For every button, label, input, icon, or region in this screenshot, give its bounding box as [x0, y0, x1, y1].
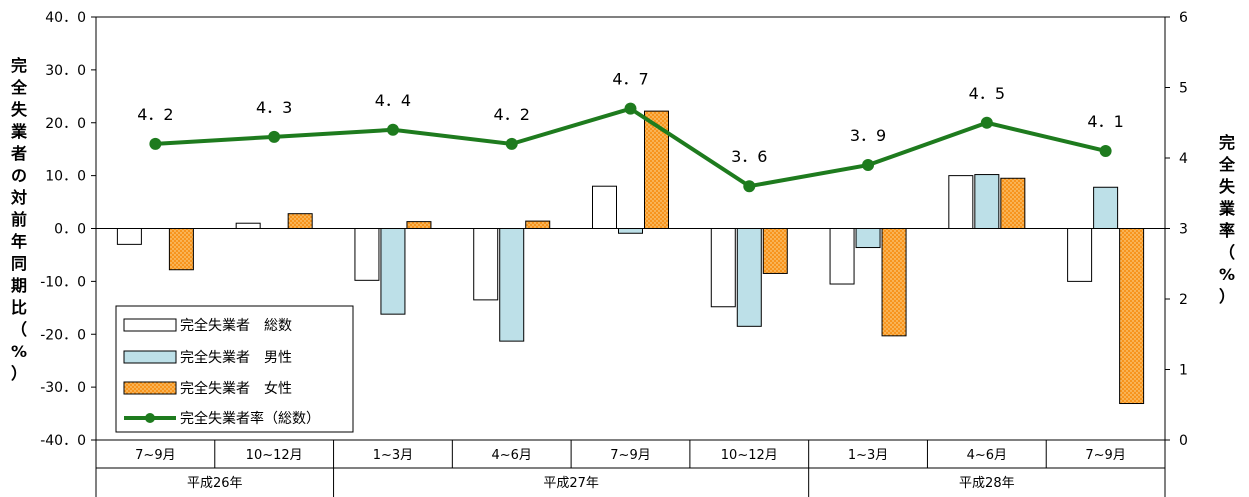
rate-data-label: 4．4 — [375, 91, 411, 110]
y-right-tick-label: 6 — [1179, 10, 1188, 26]
legend-swatch — [123, 318, 177, 332]
bar-total — [354, 228, 380, 281]
bar-female — [525, 220, 551, 230]
rate-data-label: 4．7 — [612, 70, 648, 89]
bar-female — [881, 228, 907, 337]
legend-swatch — [123, 350, 177, 364]
y-left-tick-label: -40．0 — [40, 433, 86, 449]
y-right-tick-label: 0 — [1179, 433, 1188, 449]
y-left-tick-label: 40．0 — [45, 10, 86, 26]
bar-female — [1000, 177, 1026, 230]
rate-point — [268, 130, 281, 143]
bar-total — [592, 185, 617, 229]
bar-total — [710, 228, 736, 308]
x-tick-label: 1~3月 — [373, 448, 413, 463]
bar-male — [736, 228, 762, 327]
y-left-tick-label: 0．0 — [54, 222, 86, 238]
bar-total — [948, 175, 974, 229]
rate-point — [149, 137, 162, 150]
x-tick-label: 7~9月 — [1085, 448, 1125, 463]
x-tick-label: 7~9月 — [610, 448, 650, 463]
rate-data-label: 4．5 — [969, 84, 1005, 103]
y-right-tick-label: 4 — [1179, 151, 1188, 167]
y-left-tick-label: 10．0 — [45, 169, 86, 185]
x-group-label: 平成28年 — [959, 476, 1015, 491]
bar-male — [974, 174, 1000, 230]
rate-point — [743, 180, 756, 193]
bar-male — [618, 228, 643, 234]
rate-data-label: 4．3 — [256, 98, 292, 117]
rate-point — [862, 159, 875, 172]
rate-point — [386, 123, 399, 136]
legend-label: 完全失業者率（総数） — [180, 410, 320, 427]
bar-female — [168, 228, 194, 271]
legend-label: 完全失業者 女性 — [180, 380, 292, 397]
x-tick-label: 4~6月 — [492, 448, 532, 463]
bar-male — [380, 228, 406, 315]
rate-point — [1099, 144, 1112, 157]
x-tick-label: 7~9月 — [135, 448, 175, 463]
y-right-tick-label: 1 — [1179, 363, 1188, 379]
bar-total — [235, 222, 261, 229]
rate-data-label: 4．2 — [137, 105, 173, 124]
bar-male — [855, 228, 881, 249]
rate-point — [624, 102, 637, 115]
y-left-tick-label: 30．0 — [45, 63, 86, 79]
rate-line — [155, 106, 1107, 189]
y-left-tick-label: 20．0 — [45, 116, 86, 132]
x-tick-label: 10~12月 — [721, 448, 778, 463]
legend-label: 完全失業者 男性 — [180, 349, 292, 366]
rate-data-label: 4．1 — [1087, 112, 1123, 131]
legend-swatch — [123, 381, 177, 395]
bar-male — [499, 228, 525, 342]
y-axis-right-label: 完全失業率（%） — [1218, 133, 1236, 306]
bar-total — [1067, 228, 1093, 282]
y-left-tick-label: -20．0 — [40, 327, 86, 343]
legend-label: 完全失業者 総数 — [180, 317, 292, 334]
legend-marker — [145, 413, 155, 423]
x-group-label: 平成27年 — [543, 476, 599, 491]
y-right-tick-label: 2 — [1179, 292, 1188, 308]
bar-male — [1093, 186, 1119, 230]
bar-female — [762, 228, 788, 274]
rate-point — [980, 116, 993, 129]
rate-data-label: 3．6 — [731, 147, 767, 166]
rate-data-label: 4．2 — [494, 105, 530, 124]
y-axis-left-label: 完全失業者の対前年同期比（%） — [10, 56, 28, 383]
bar-female — [406, 221, 432, 230]
rate-data-label: 3．9 — [850, 126, 886, 145]
y-right-tick-label: 5 — [1179, 81, 1188, 97]
x-tick-label: 4~6月 — [967, 448, 1007, 463]
rate-point — [505, 137, 518, 150]
y-left-tick-label: -30．0 — [40, 380, 86, 396]
bar-female — [1119, 228, 1145, 405]
x-tick-label: 1~3月 — [848, 448, 888, 463]
y-left-tick-label: -10．0 — [40, 274, 86, 290]
bar-total — [116, 228, 142, 245]
y-right-tick-label: 3 — [1179, 222, 1188, 238]
bar-total — [473, 228, 499, 301]
bar-total — [829, 228, 855, 285]
x-tick-label: 10~12月 — [246, 448, 303, 463]
x-group-label: 平成26年 — [187, 476, 243, 491]
bar-female — [287, 213, 313, 230]
